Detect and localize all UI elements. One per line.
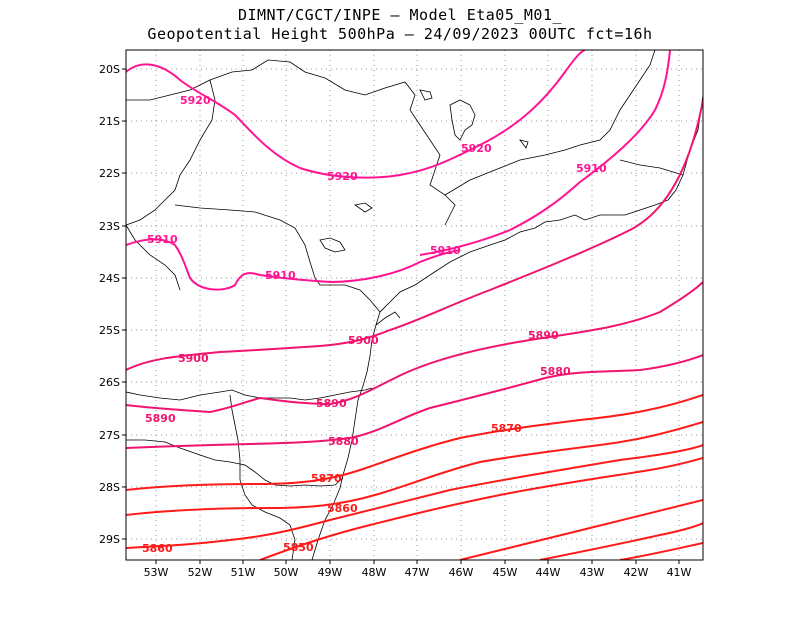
latitude-labels: 20S 21S 22S 23S 24S 25S 26S 27S 28S 29S bbox=[99, 63, 120, 546]
state-border-sp-pr bbox=[174, 204, 381, 313]
lon-tick-label: 53W bbox=[144, 566, 169, 579]
contour-5830 bbox=[539, 522, 703, 560]
contour-label: 5860 bbox=[142, 542, 173, 555]
contour-label: 5870 bbox=[491, 422, 522, 435]
plot-frame bbox=[125, 49, 704, 561]
contour-label: 5900 bbox=[348, 334, 379, 347]
lat-tick-label: 21S bbox=[99, 115, 120, 128]
contour-5920 bbox=[126, 50, 586, 179]
contour-5860 bbox=[126, 421, 703, 516]
lat-tick-label: 22S bbox=[99, 167, 120, 180]
state-border-mg-rj bbox=[444, 50, 656, 196]
contour-label: 5850 bbox=[283, 541, 314, 554]
contour-label: 5890 bbox=[316, 397, 347, 410]
lon-tick-label: 45W bbox=[493, 566, 518, 579]
state-border-rj-es bbox=[619, 159, 684, 176]
contour-5860-b bbox=[126, 444, 703, 549]
contour-5840 bbox=[459, 499, 703, 560]
contour-label: 5870 bbox=[311, 472, 342, 485]
contour-5910-west bbox=[126, 238, 461, 291]
lat-tick-label: 25S bbox=[99, 324, 120, 337]
state-border-rs-west bbox=[239, 479, 296, 560]
lat-tick-label: 28S bbox=[99, 481, 120, 494]
lon-tick-label: 41W bbox=[667, 566, 692, 579]
lat-tick-label: 20S bbox=[99, 63, 120, 76]
lon-tick-label: 42W bbox=[624, 566, 649, 579]
contour-5890 bbox=[126, 281, 703, 414]
grid-lines bbox=[126, 50, 703, 560]
contour-5880 bbox=[126, 354, 703, 449]
contour-label: 5920 bbox=[180, 94, 211, 107]
contour-label: 5910 bbox=[576, 162, 607, 175]
contour-5820 bbox=[619, 542, 703, 560]
title-line-1: DIMNT/CGCT/INPE – Model Eta05_M01_ bbox=[237, 6, 563, 24]
contour-labels: 5920 5920 5920 5910 5910 5910 5910 5900 … bbox=[142, 94, 607, 555]
contour-5910-east bbox=[419, 50, 671, 256]
contour-label: 5880 bbox=[328, 435, 359, 448]
longitude-labels: 53W 52W 51W 50W 49W 48W 47W 46W 45W 44W … bbox=[144, 566, 692, 579]
lon-tick-label: 46W bbox=[449, 566, 474, 579]
contour-label: 5910 bbox=[265, 269, 296, 282]
coastline bbox=[311, 94, 703, 560]
lon-tick-label: 44W bbox=[536, 566, 561, 579]
contour-label: 5890 bbox=[528, 329, 559, 342]
boundary-lines bbox=[126, 50, 703, 560]
state-border-sc-rs bbox=[126, 439, 344, 487]
contour-5900 bbox=[126, 99, 703, 371]
lon-tick-label: 48W bbox=[362, 566, 387, 579]
contour-label: 5920 bbox=[461, 142, 492, 155]
state-border-arg bbox=[229, 394, 241, 480]
lat-tick-label: 23S bbox=[99, 220, 120, 233]
lon-tick-label: 51W bbox=[231, 566, 256, 579]
contour-label: 5890 bbox=[145, 412, 176, 425]
lon-tick-label: 47W bbox=[405, 566, 430, 579]
contour-label: 5920 bbox=[327, 170, 358, 183]
contour-label: 5860 bbox=[327, 502, 358, 515]
state-border-ms-sp bbox=[126, 79, 216, 226]
lon-tick-label: 43W bbox=[580, 566, 605, 579]
contour-label: 5910 bbox=[147, 233, 178, 246]
contour-label: 5900 bbox=[178, 352, 209, 365]
contour-label: 5880 bbox=[540, 365, 571, 378]
lon-tick-label: 52W bbox=[188, 566, 213, 579]
lat-tick-label: 27S bbox=[99, 429, 120, 442]
state-border-ms-pr bbox=[126, 224, 181, 291]
tick-marks bbox=[122, 68, 680, 564]
contour-label: 5910 bbox=[430, 244, 461, 257]
lat-tick-label: 26S bbox=[99, 376, 120, 389]
contour-5850 bbox=[259, 457, 703, 560]
lat-tick-label: 29S bbox=[99, 533, 120, 546]
state-border-mg-sp bbox=[209, 59, 456, 226]
height-contours bbox=[126, 50, 703, 560]
title-line-2: Geopotential Height 500hPa – 24/09/2023 … bbox=[147, 25, 653, 43]
contour-5870 bbox=[126, 394, 703, 491]
lon-tick-label: 49W bbox=[318, 566, 343, 579]
lon-tick-label: 50W bbox=[274, 566, 299, 579]
lat-tick-label: 24S bbox=[99, 272, 120, 285]
